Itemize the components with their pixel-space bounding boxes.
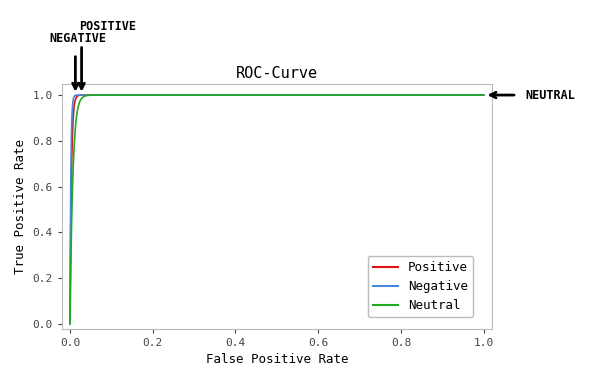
Positive (67, 321, 74, 326)
Positive (335, 93, 343, 97)
Negative (335, 93, 343, 97)
Text: NEUTRAL: NEUTRAL (525, 89, 575, 101)
Negative (480, 93, 487, 97)
Positive (67, 290, 74, 294)
Text: POSITIVE: POSITIVE (80, 20, 137, 33)
Line: Positive: Positive (70, 95, 484, 324)
Neutral (480, 93, 487, 97)
Neutral (86, 93, 93, 98)
Neutral (67, 321, 74, 326)
Positive (99, 93, 106, 97)
Neutral (67, 305, 74, 310)
Negative (67, 321, 74, 326)
X-axis label: False Positive Rate: False Positive Rate (206, 353, 348, 366)
Positive (228, 93, 235, 97)
Neutral (84, 93, 91, 98)
Line: Neutral: Neutral (70, 95, 484, 324)
Line: Negative: Negative (70, 95, 484, 324)
Title: ROC-Curve: ROC-Curve (236, 66, 318, 81)
Negative (86, 93, 93, 97)
Positive (119, 93, 126, 97)
Text: NEGATIVE: NEGATIVE (49, 32, 106, 45)
Neutral (170, 93, 177, 97)
Positive (84, 93, 91, 97)
Positive (480, 93, 487, 97)
Neutral (228, 93, 235, 97)
Legend: Positive, Negative, Neutral: Positive, Negative, Neutral (368, 256, 473, 317)
Y-axis label: True Positive Rate: True Positive Rate (14, 139, 27, 274)
Negative (67, 271, 74, 276)
Negative (100, 93, 107, 97)
Neutral (99, 93, 106, 97)
Neutral (335, 93, 343, 97)
Negative (228, 93, 235, 97)
Negative (98, 93, 105, 97)
Positive (86, 93, 93, 97)
Negative (84, 93, 91, 97)
